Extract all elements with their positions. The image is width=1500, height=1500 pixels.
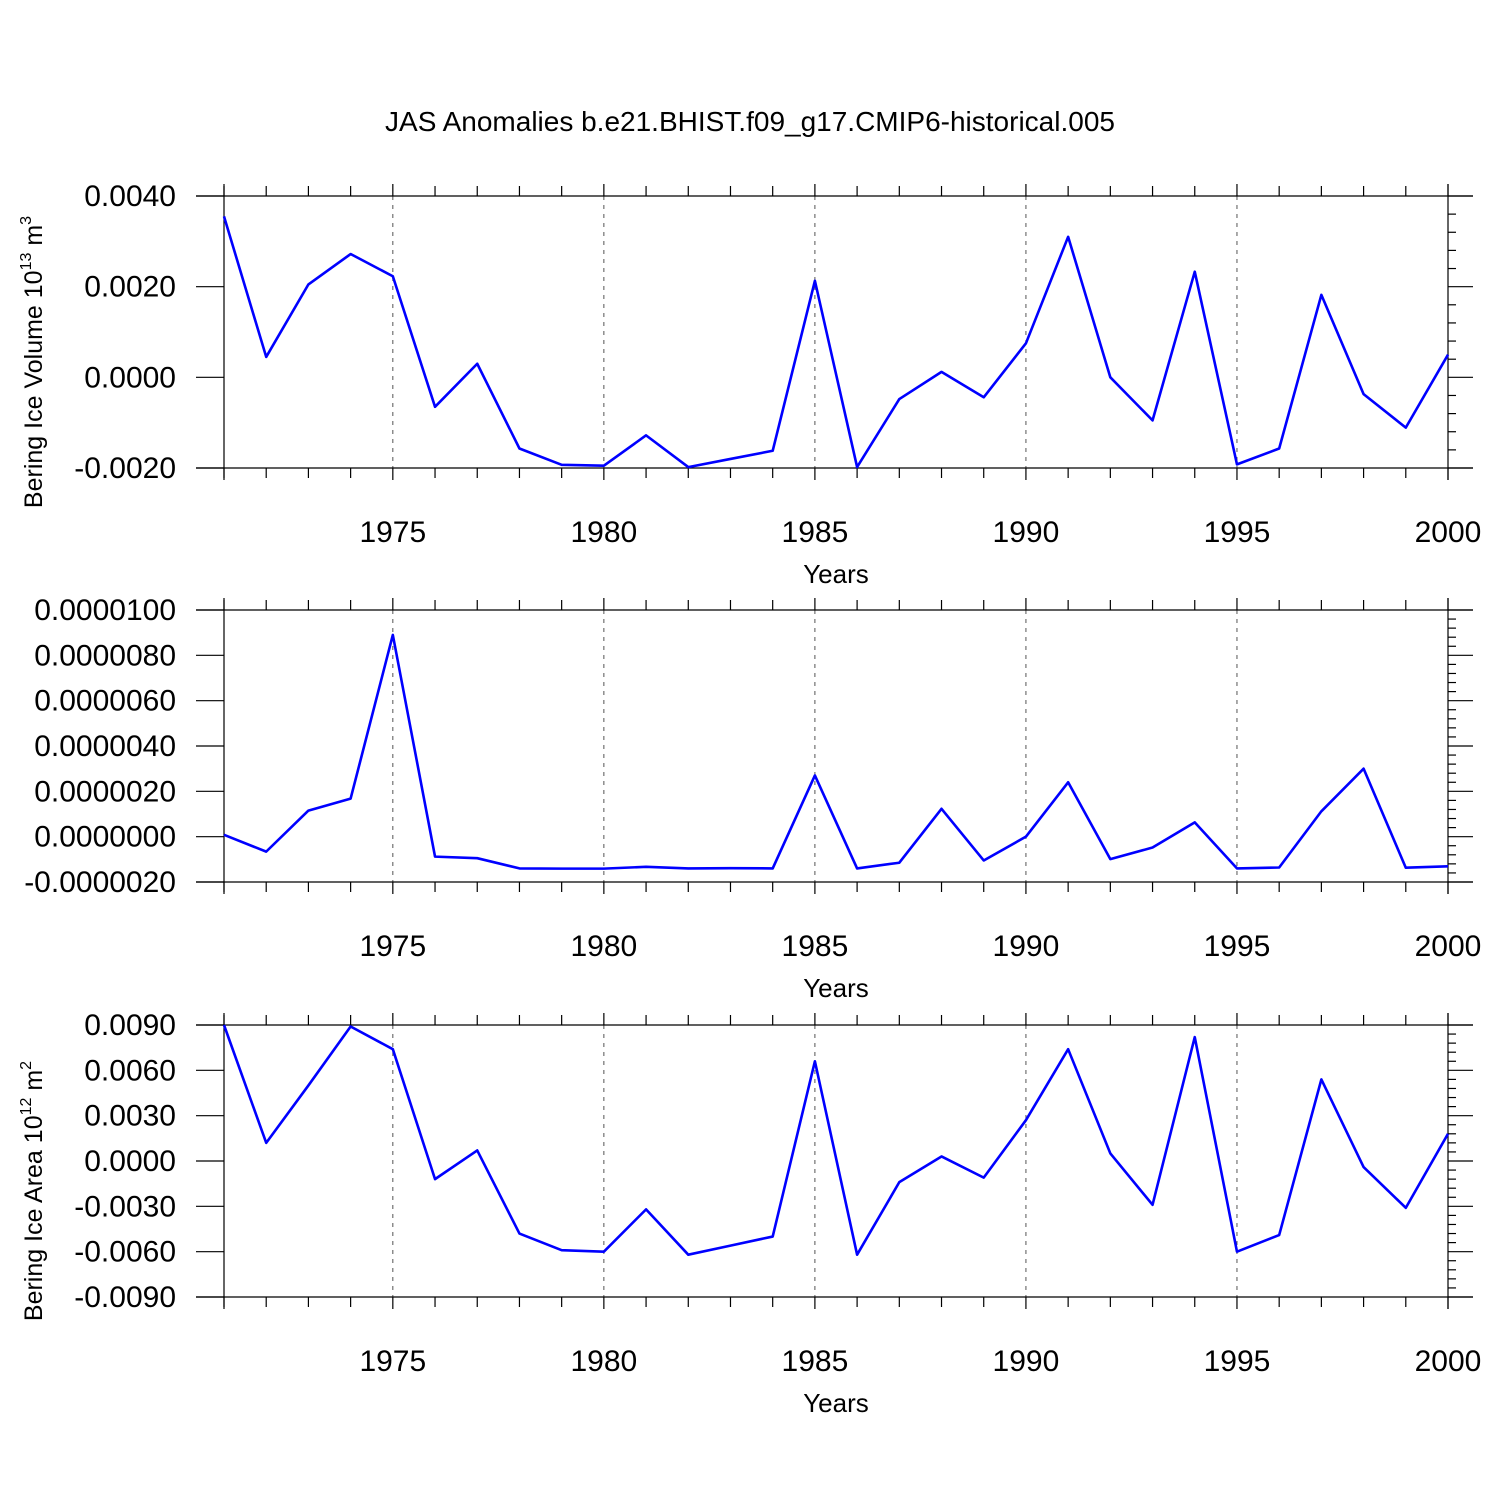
- y-axis-title-unit-exponent: 2: [18, 1061, 35, 1070]
- y-axis-title-unit-exponent: 3: [18, 216, 35, 225]
- x-tick-label: 1980: [570, 930, 637, 963]
- y-tick-label: 0.0000080: [34, 639, 176, 672]
- x-tick-label: 1995: [1204, 1345, 1271, 1378]
- y-axis-title-exponent: 13: [18, 253, 35, 271]
- x-tick-label: 1980: [570, 1345, 637, 1378]
- x-tick-label: 1985: [782, 516, 849, 549]
- y-axis-title-unit: m: [20, 225, 48, 253]
- y-tick-label: 0.0000060: [34, 685, 176, 718]
- series-line: [223, 633, 1449, 870]
- x-tick-label: 1980: [570, 516, 637, 549]
- x-tick-label: 1995: [1204, 930, 1271, 963]
- y-axis-title-base: Bering Ice Volume 10: [20, 270, 48, 508]
- x-tick-label: 2000: [1415, 1345, 1482, 1378]
- x-tick-label: 1985: [782, 1345, 849, 1378]
- y-axis-title-base: Bering Ice Area 10: [20, 1115, 48, 1321]
- x-tick-label: 2000: [1415, 516, 1482, 549]
- x-axis-title: Years: [803, 1388, 869, 1418]
- y-tick-label: -0.0090: [74, 1281, 176, 1314]
- y-tick-label: 0.0000000: [34, 821, 176, 854]
- y-tick-label: 0.0060: [84, 1054, 176, 1087]
- y-axis-title: Bering Ice Volume 1013 m3: [18, 216, 48, 508]
- x-axis-title: Years: [803, 973, 869, 1003]
- x-tick-label: 1975: [359, 930, 426, 963]
- figure-title: JAS Anomalies b.e21.BHIST.f09_g17.CMIP6-…: [385, 106, 1115, 137]
- ice-area-panel: -0.0090 -0.0060 -0.0030 0.0000 0.0030 0.0060 0…: [18, 1009, 1481, 1418]
- x-tick-label: 1975: [359, 1345, 426, 1378]
- series-line: [222, 216, 1450, 469]
- x-tick-label: 1990: [993, 516, 1060, 549]
- y-tick-label: 0.0000040: [34, 730, 176, 763]
- y-tick-label: 0.0000020: [34, 775, 176, 808]
- y-tick-label: 0.0000: [84, 1145, 176, 1178]
- x-tick-label: 1990: [993, 930, 1060, 963]
- y-tick-label: 0.0000: [84, 361, 176, 394]
- y-axis-title-exponent: 12: [18, 1097, 35, 1115]
- ice-volume-panel: -0.0020 0.0000 0.0020 0.0040 1975 1980 1985 199…: [18, 180, 1481, 589]
- y-tick-label: -0.0030: [74, 1190, 176, 1223]
- y-tick-label: 0.0030: [84, 1100, 176, 1133]
- y-tick-label: -0.0060: [74, 1236, 176, 1269]
- y-tick-label: 0.0040: [84, 180, 176, 213]
- y-tick-label: 0.0020: [84, 271, 176, 304]
- y-tick-label: -0.0020: [74, 452, 176, 485]
- y-axis-title: Bering Ice Area 1012 m2: [18, 1061, 48, 1321]
- x-tick-label: 2000: [1415, 930, 1482, 963]
- y-tick-label: 0.0000100: [34, 594, 176, 627]
- x-tick-label: 1990: [993, 1345, 1060, 1378]
- ice-thickness-panel: -0.0000020 0.0000000 0.0000020 0.0000040 0.0…: [24, 594, 1481, 1003]
- y-tick-label: -0.0000020: [24, 866, 176, 899]
- x-axis-title: Years: [803, 559, 869, 589]
- x-tick-label: 1995: [1204, 516, 1271, 549]
- y-axis-title-unit: m: [20, 1070, 48, 1098]
- x-tick-label: 1985: [782, 930, 849, 963]
- x-tick-label: 1975: [359, 516, 426, 549]
- y-tick-label: 0.0090: [84, 1009, 176, 1042]
- series-line: [222, 1024, 1450, 1256]
